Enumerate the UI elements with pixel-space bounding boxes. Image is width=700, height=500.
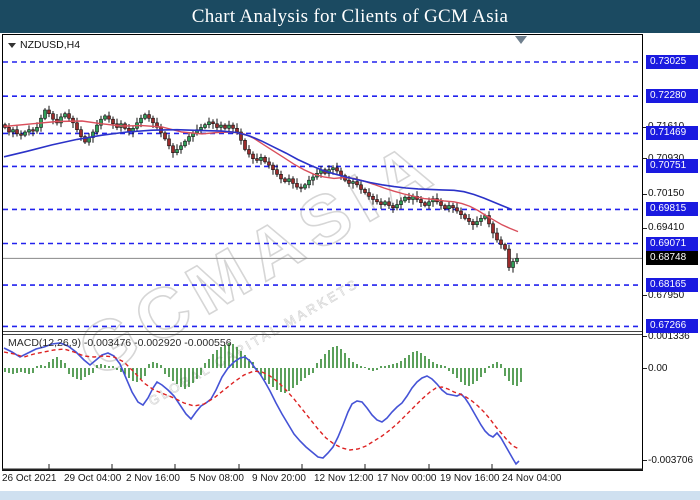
macd-line [3,342,520,466]
macd-scale-tick [643,460,647,461]
price-level-label: 0.67266 [646,319,698,334]
x-axis-label: 19 Nov 16:00 [440,473,500,484]
chart-window[interactable]: GCMASIA GLOBAL CAPITAL MARKETS [2,34,643,471]
symbol-timeframe-label[interactable]: NZDUSD,H4 [8,39,80,51]
candles-layer [3,105,519,273]
x-axis-label: 5 Nov 08:00 [190,473,244,484]
x-axis-label: 26 Oct 2021 [2,473,57,484]
price-tick-label: 0.67950 [648,289,685,301]
x-axis-label: 17 Nov 00:00 [377,473,437,484]
price-level-label: 0.71469 [646,126,698,141]
ma-slow-line [3,128,513,211]
price-tick-mark [643,126,647,128]
x-axis-label: 9 Nov 20:00 [252,473,306,484]
macd-scale-label: 0.001336 [648,330,690,342]
price-tick-mark [643,295,647,296]
price-level-label: 0.70751 [646,159,698,174]
macd-signal-line [3,348,520,451]
price-level-label: 0.69071 [646,236,698,251]
symbol-dropdown-icon[interactable] [8,42,16,48]
scroll-to-end-icon[interactable] [515,36,527,44]
symbol-text: NZDUSD,H4 [20,39,81,51]
x-axis: 26 Oct 2021 29 Oct 04:00 2 Nov 16:00 5 Nov … [0,473,700,489]
window-title: Chart Analysis for Clients of GCM Asia [191,5,509,27]
bottom-strip [0,491,700,500]
price-scale[interactable]: 0.716100.709300.701500.694100.679500.730… [643,34,700,471]
x-axis-label: 24 Nov 04:00 [502,473,562,484]
price-level-label: 0.68165 [646,278,698,293]
macd-scale-label: 0.00 [648,362,668,374]
macd-scale-tick [643,368,647,369]
macd-histogram [4,343,522,393]
price-tick-mark [643,193,647,195]
x-axis-label: 2 Nov 16:00 [126,473,180,484]
title-bar: Chart Analysis for Clients of GCM Asia [0,0,700,33]
macd-indicator-label: MACD(12,26,9) -0.003476 -0.002920 -0.000… [8,337,232,349]
price-tick-label: 0.70150 [648,188,685,200]
price-tick-label: 0.70930 [648,152,685,164]
current-price-label: 0.68748 [646,251,698,266]
x-axis-label: 29 Oct 04:00 [64,473,122,484]
ma-fast-line [3,120,519,233]
price-level-label: 0.69815 [646,202,698,217]
price-level-label: 0.72280 [646,89,698,104]
macd-scale-tick [643,336,647,337]
macd-scale-label: -0.003706 [648,454,694,466]
x-axis-label: 12 Nov 12:00 [314,473,374,484]
price-tick-label: 0.69410 [648,222,685,234]
price-tick-mark [643,158,647,160]
price-tick-mark [643,227,647,229]
price-level-label: 0.73025 [646,55,698,69]
